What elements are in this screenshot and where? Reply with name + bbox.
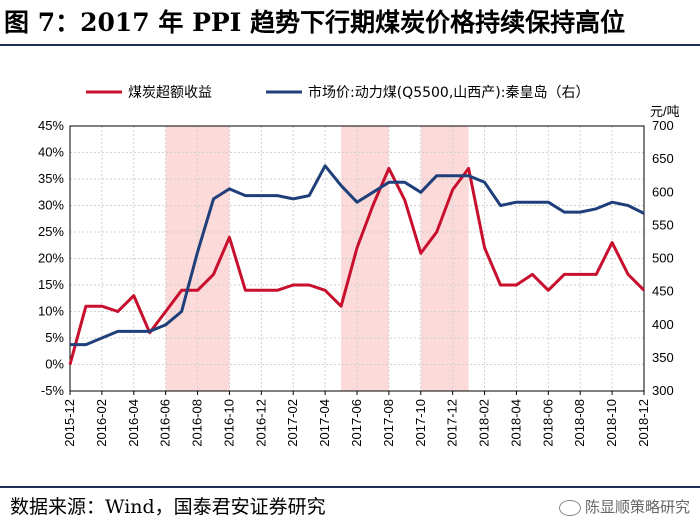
y-left-tick-label: 5% [45, 330, 64, 345]
chart: 45% 40% 35% 30% 25% 20% 15% 10% 5% 0% -5% 700 650 600… [38, 84, 680, 447]
shaded-period [341, 126, 389, 391]
x-tick-label: 2018-08 [572, 399, 587, 447]
y-left-tick-label: 30% [38, 198, 64, 213]
x-tick-label: 2018-02 [477, 399, 492, 447]
x-tick-label: 2017-02 [285, 399, 300, 447]
x-tick-label: 2018-06 [540, 399, 555, 447]
legend-label: 煤炭超额收益 [128, 85, 212, 101]
y-right-tick-label: 650 [652, 151, 674, 166]
y-right-tick-label: 400 [652, 317, 674, 332]
y-left-tick-label: 0% [45, 357, 64, 372]
x-tick-label: 2017-04 [317, 399, 332, 447]
x-tick-label: 2016-08 [190, 399, 205, 447]
y-right-tick-label: 600 [652, 184, 674, 199]
y-left-tick-label: -5% [41, 383, 65, 398]
title-rule [0, 44, 700, 46]
watermark: 陈显顺策略研究 [558, 492, 690, 522]
x-tick-label: 2017-06 [349, 399, 364, 447]
source-note: 数据来源：Wind，国泰君安证券研究 [10, 496, 326, 518]
y-left-tick-label: 20% [38, 251, 64, 266]
y-right-tick-label: 450 [652, 284, 674, 299]
x-tick-label: 2016-10 [221, 399, 236, 447]
y-right-unit: 元/吨 [650, 104, 680, 119]
x-tick-label: 2018-04 [508, 399, 523, 447]
x-tick-label: 2016-04 [126, 399, 141, 447]
figure-title: 图 7：2017 年 PPI 趋势下行期煤炭价格持续保持高位 [4, 8, 626, 37]
y-left-tick-label: 40% [38, 145, 64, 160]
x-tick-label: 2018-10 [604, 399, 619, 447]
wechat-icon [558, 499, 581, 516]
y-left-tick-label: 25% [38, 224, 64, 239]
y-right-tick-label: 350 [652, 350, 674, 365]
y-left-tick-label: 35% [38, 171, 64, 186]
watermark-text: 陈显顺策略研究 [584, 498, 690, 516]
y-right-tick-label: 700 [652, 118, 674, 133]
y-left-tick-label: 15% [38, 277, 64, 292]
legend-label: 市场价:动力煤(Q5500,山西产):秦皇岛（右） [308, 84, 589, 101]
series-line-coal-price [70, 164, 645, 347]
x-tick-label: 2017-08 [381, 399, 396, 447]
x-tick-label: 2015-12 [62, 399, 77, 447]
plot-frame [69, 125, 645, 392]
x-tick-label: 2016-06 [158, 399, 173, 447]
shaded-period [420, 126, 469, 391]
y-right-tick-label: 550 [652, 217, 674, 232]
x-tick-label: 2017-10 [413, 399, 428, 447]
x-tick-label: 2017-12 [445, 399, 460, 447]
x-tick-label: 2018-12 [636, 399, 651, 447]
y-left-tick-label: 10% [38, 304, 64, 319]
x-tick-label: 2016-12 [253, 399, 268, 447]
series-line-excess-return [68, 166, 646, 365]
footer-rule [0, 486, 700, 488]
y-right-tick-label: 300 [652, 383, 674, 398]
x-tick-label: 2016-02 [94, 399, 109, 447]
y-left-tick-label: 45% [38, 118, 64, 133]
y-right-tick-label: 500 [652, 251, 674, 266]
